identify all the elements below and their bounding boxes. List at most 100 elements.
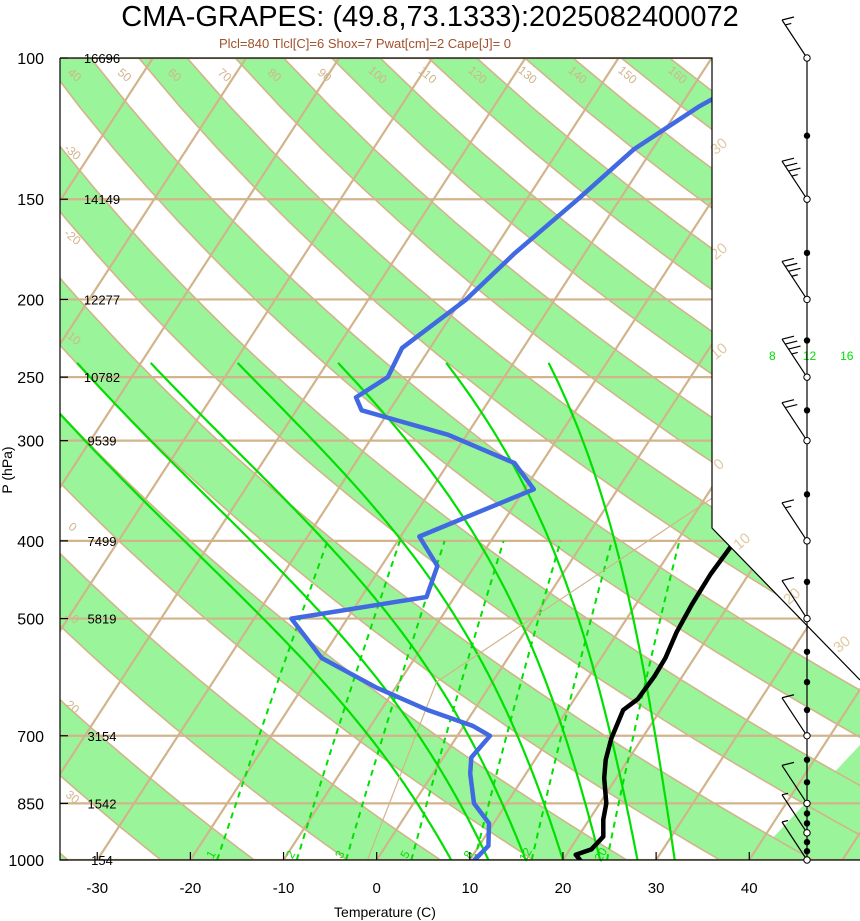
mixing-ratio-line [410,540,505,860]
wind-barb-base [803,799,811,808]
wind-level-dot [803,578,811,586]
wind-barb-flag [781,576,795,582]
moist-adiabat [547,362,676,860]
pressure-tick-label: 400 [17,534,44,551]
wind-level-dot [803,132,811,139]
x-tick-label: 40 [741,880,758,897]
dewpoint-line [289,58,789,860]
wind-barb-flag [781,257,795,263]
dry-adiabat [186,58,860,860]
wind-barb-staff [781,19,808,59]
wind-barb-staff [781,338,808,378]
dry-adiabat [60,58,255,860]
dry-adiabat [89,58,860,860]
height-label: 10782 [84,370,120,385]
y-axis-label: P (hPa) [0,446,15,493]
dry-adiabat [60,58,628,860]
wind-barb-flag [781,157,795,162]
wind-level-dot [803,678,811,686]
pressure-tick-label: 1000 [8,853,44,870]
mixing-ratio-line [606,540,681,860]
wind-barb-flag [785,162,798,167]
pressure-tick-label: 500 [17,612,44,629]
x-axis-label: Temperature (C) [334,904,436,920]
wind-barb-flag [788,267,801,272]
plot-frame-right [60,57,860,681]
wind-barb-flag [781,16,795,21]
pressure-tick-label: 300 [17,434,44,451]
x-tick-label: 10 [461,880,478,897]
isotherm [60,58,527,860]
wind-barb-base [803,732,811,740]
height-label: 1542 [88,796,117,811]
wind-barb-staff [781,697,808,737]
x-tick-label: -10 [273,880,295,897]
wind-barb-flag [781,761,795,766]
mixing-ratio-label: 20 [591,845,610,864]
moist-adiabat-label: 16 [840,349,854,363]
dry-adiabat [283,58,860,860]
axes: 100 16696 150 14149 200 12277 250 10782 300 9539 4… [8,51,860,897]
wind-barb-staff [781,580,808,619]
height-label: 7499 [88,534,117,549]
wind-barb-base [803,829,811,837]
mixing-ratio-line [345,540,446,860]
wind-barb-base [803,436,811,445]
mixing-ratio-label: 12 [516,845,535,864]
moist-adiabat [236,362,565,860]
wind-barb-flag [781,399,795,404]
wind-barb-flag [785,262,798,267]
moist-adiabat [337,362,602,860]
dry-adiabat [60,58,348,860]
chart-title: CMA-GRAPES: (49.8,73.1333):2025082400072 [121,1,738,33]
temperature-line [573,58,860,860]
wind-level-dot [803,337,811,344]
wind-level-dot [803,706,811,714]
wind-barb-staff [781,402,808,441]
pressure-tick-label: 700 [17,729,44,746]
dry-adiabat [60,58,535,860]
wind-barb-half [785,505,792,509]
height-label: 12277 [84,292,120,307]
dry-adiabat [60,58,441,860]
wind-barb-staff [781,261,808,300]
wind-level-dot [803,756,811,763]
pressure-tick-label: 250 [17,370,44,387]
moist-adiabat [149,362,527,860]
wind-barb-staff [781,765,808,804]
wind-barb-half [791,274,798,277]
wind-barb-flag [781,335,795,340]
wind-barb-half [791,351,798,355]
x-tick-label: 30 [648,880,665,897]
profile-series [289,58,860,860]
height-label: 16696 [84,51,120,66]
wind-barb-flag [781,499,795,504]
wind-barb-staff [781,821,808,861]
pressure-tick-label: 100 [17,51,44,68]
isotherm [189,58,713,860]
wind-level-dot [803,847,811,855]
wind-level-dot [803,491,811,498]
pressure-tick-label: 200 [17,292,44,309]
wind-level-dot [803,779,811,786]
wind-barb-flag [781,694,795,699]
pressure-tick-label: 850 [17,796,44,813]
dry-adiabat [234,58,860,860]
moist-adiabat-label: 8 [769,349,776,363]
pressure-tick-label: 150 [17,192,44,209]
wind-level-dot [803,810,811,817]
wind-barb-staff [781,794,808,834]
wind-barb-base [803,856,811,864]
height-label: 14149 [84,192,120,207]
wind-barb-flag [785,340,798,345]
height-label: 5819 [88,612,117,627]
wind-barb-base [803,373,811,381]
wind-barb-half [785,22,792,26]
wind-barb-base [803,54,811,62]
wind-barb-staff [781,502,808,542]
wind-barb-staff [781,160,808,200]
wind-barb-column [781,16,811,864]
height-label: 9539 [88,434,117,449]
wind-barb-base [803,614,811,623]
